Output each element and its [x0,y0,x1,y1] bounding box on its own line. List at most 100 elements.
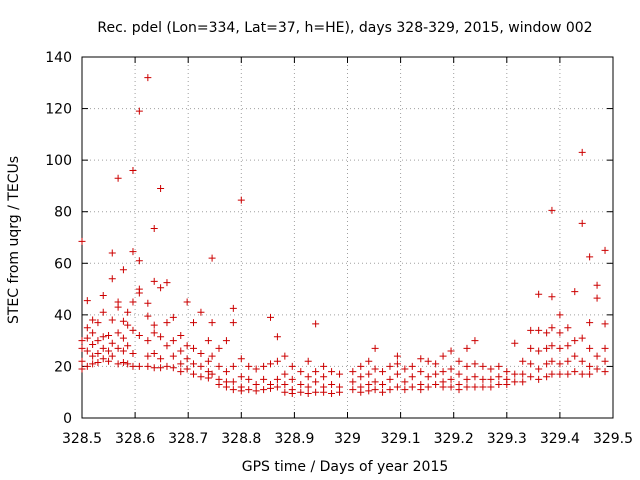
data-point [177,331,185,339]
data-point [237,355,245,363]
data-point [229,319,237,327]
data-point [417,355,425,363]
data-point [328,390,336,398]
data-point [183,342,191,350]
data-point [108,339,116,347]
data-point [124,342,132,350]
data-point [471,373,479,381]
x-tick-label: 328.6 [115,431,155,447]
data-point [487,383,495,391]
data-point [439,368,447,376]
data-point [320,362,328,370]
data-point [357,362,365,370]
data-point [439,352,447,360]
data-point [593,294,601,302]
data-point [495,373,503,381]
data-point [150,224,158,232]
data-point [105,357,113,365]
data-point [177,360,185,368]
data-point [99,355,107,363]
data-point [365,380,373,388]
data-point [503,380,511,388]
data-point [556,370,564,378]
data-point [208,319,216,327]
data-point [556,344,564,352]
data-point [237,196,245,204]
data-point [495,362,503,370]
data-point [519,357,527,365]
data-point [495,380,503,388]
data-point [144,74,152,82]
data-point [479,383,487,391]
data-point [245,362,253,370]
data-point [463,375,471,383]
data-point [393,360,401,368]
data-point [447,365,455,373]
data-point [527,360,535,368]
data-point [578,334,586,342]
data-point [177,368,185,376]
data-point [571,352,579,360]
data-point [78,365,86,373]
data-point [548,342,556,350]
data-point [379,380,387,388]
x-tick-label: 329.2 [434,431,474,447]
data-point [503,368,511,376]
data-point [252,365,260,373]
data-point [108,275,116,283]
y-axis-title: STEC from uqrg / TECUs [6,156,22,324]
data-point [439,383,447,391]
data-point [320,388,328,396]
data-point [163,279,171,287]
data-point [83,347,91,355]
data-point [105,347,113,355]
data-point [229,304,237,312]
data-point [135,289,143,297]
data-point [571,288,579,296]
data-point [183,355,191,363]
data-point [197,362,205,370]
data-point [83,334,91,342]
data-point [245,386,253,394]
data-point [312,378,320,386]
data-point [89,360,97,368]
data-point [124,360,132,368]
data-point [447,347,455,355]
data-point [281,370,289,378]
data-point [114,360,122,368]
data-point [94,350,102,358]
data-point [273,375,281,383]
data-point [586,319,594,327]
data-point [124,321,132,329]
data-point [463,383,471,391]
data-point [78,237,86,245]
data-point [304,390,312,398]
data-point [586,253,594,261]
data-point [197,350,205,358]
data-point [135,257,143,265]
x-tick-label: 328.5 [62,431,102,447]
data-point [432,380,440,388]
data-point [197,373,205,381]
data-point [349,368,357,376]
data-point [471,360,479,368]
data-point [114,344,122,352]
data-point [215,344,223,352]
data-point [119,266,127,274]
data-point [543,360,551,368]
data-point [527,344,535,352]
data-point [393,352,401,360]
data-point [297,368,305,376]
data-point [108,352,116,360]
data-point [129,326,137,334]
data-point [135,362,143,370]
data-point [169,364,177,372]
y-tick-label: 20 [54,359,72,375]
data-point [447,383,455,391]
data-point [252,387,260,395]
data-point [386,386,394,394]
data-point [601,368,609,376]
data-point [548,370,556,378]
data-point [511,378,519,386]
x-axis: 328.5 328.6 328.7 328.8 328.9 329 329.1 329.2 32… [62,57,633,447]
